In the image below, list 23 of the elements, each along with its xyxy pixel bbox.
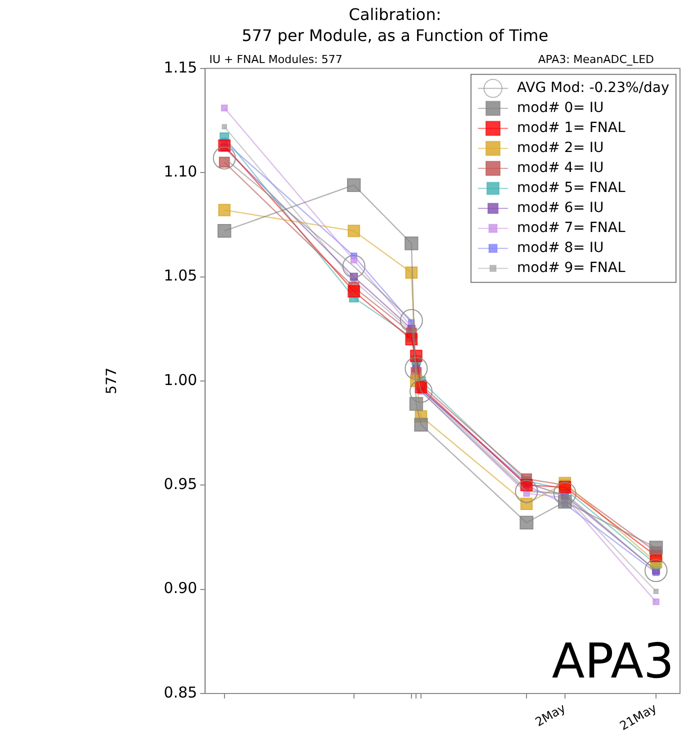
y-tick-label: 1.15 xyxy=(164,58,198,76)
chart-title: Calibration: xyxy=(348,4,442,24)
legend-label: mod# 1= FNAL xyxy=(517,120,626,136)
annotation: APA3 xyxy=(552,633,674,690)
chart-subtitle: 577 per Module, as a Function of Time xyxy=(242,26,548,45)
y-axis-title: 577 xyxy=(104,368,120,394)
legend-label: mod# 5= FNAL xyxy=(517,180,626,196)
legend-label: mod# 2= IU xyxy=(517,140,604,156)
y-tick-label: 0.90 xyxy=(164,579,198,598)
y-tick-label: 1.10 xyxy=(164,162,198,180)
legend-label: mod# 9= FNAL xyxy=(517,260,626,276)
legend-label: AVG Mod: -0.23%/day xyxy=(517,80,670,96)
legend-label: mod# 4= IU xyxy=(517,160,604,176)
text: APA3: MeanADC_LED xyxy=(538,52,654,66)
y-tick-label: 1.00 xyxy=(164,370,198,389)
legend-label: mod# 7= FNAL xyxy=(517,220,626,236)
text: IU + FNAL Modules: 577 xyxy=(209,52,342,66)
y-tick-label: 1.05 xyxy=(164,266,198,285)
y-tick-label: 0.95 xyxy=(164,475,198,494)
legend-label: mod# 0= IU xyxy=(517,100,604,116)
legend-label: mod# 6= IU xyxy=(517,200,604,216)
y-tick-label: 0.85 xyxy=(164,683,198,702)
legend-label: mod# 8= IU xyxy=(517,240,604,256)
